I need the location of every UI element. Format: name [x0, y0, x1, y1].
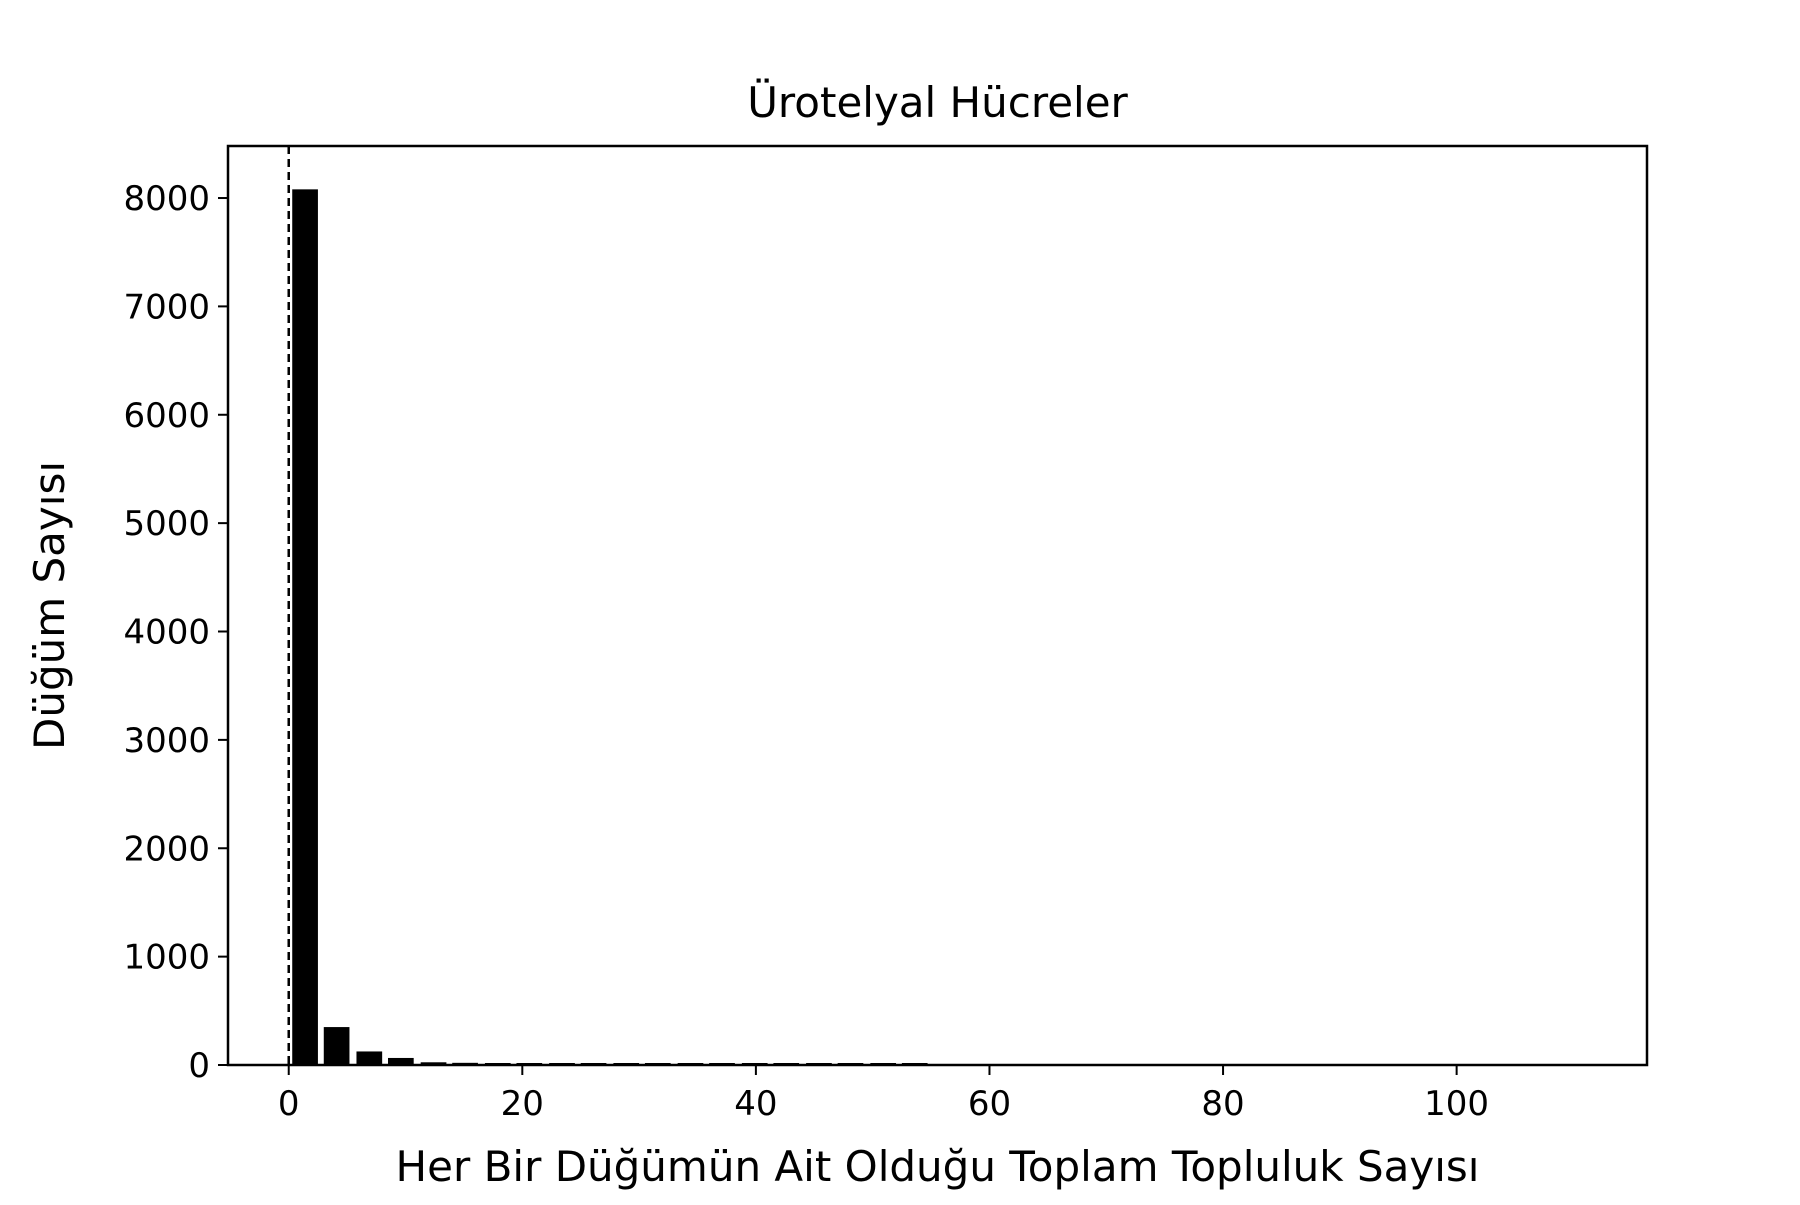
chart-title: Ürotelyal Hücreler: [747, 77, 1128, 127]
x-axis-label: Her Bir Düğümün Ait Olduğu Toplam Toplul…: [396, 1142, 1480, 1191]
histogram-bar-0: [292, 189, 318, 1065]
x-tick-label: 60: [968, 1084, 1011, 1124]
y-tick-label: 6000: [123, 396, 210, 436]
y-tick-label: 3000: [123, 721, 210, 761]
y-tick-label: 5000: [123, 504, 210, 544]
histogram-bar-3: [388, 1057, 414, 1065]
x-tick-label: 40: [734, 1084, 777, 1124]
y-axis: 0 1000 2000 3000 4000 5000 6000 7000 8000: [123, 179, 228, 1086]
y-tick-label: 4000: [123, 613, 210, 653]
y-tick-label: 2000: [123, 829, 210, 869]
histogram-bar-4: [420, 1062, 447, 1065]
x-tick-label: 80: [1201, 1084, 1244, 1124]
y-tick-label: 0: [188, 1046, 210, 1086]
x-tick-label: 100: [1424, 1084, 1489, 1124]
y-tick-label: 8000: [123, 179, 210, 219]
plot-frame: [226, 144, 1649, 1067]
y-tick-label: 7000: [123, 287, 210, 327]
y-tick-label: 1000: [123, 938, 210, 978]
x-tick-label: 0: [278, 1084, 300, 1124]
y-axis-label: Düğüm Sayısı: [25, 461, 74, 750]
x-axis: 0 20 40 60 80 100: [278, 1065, 1489, 1124]
histogram-bar-1: [323, 1027, 350, 1065]
x-tick-label: 20: [501, 1084, 544, 1124]
histogram-bar-2: [356, 1051, 383, 1065]
bars-layer: [292, 189, 928, 1065]
